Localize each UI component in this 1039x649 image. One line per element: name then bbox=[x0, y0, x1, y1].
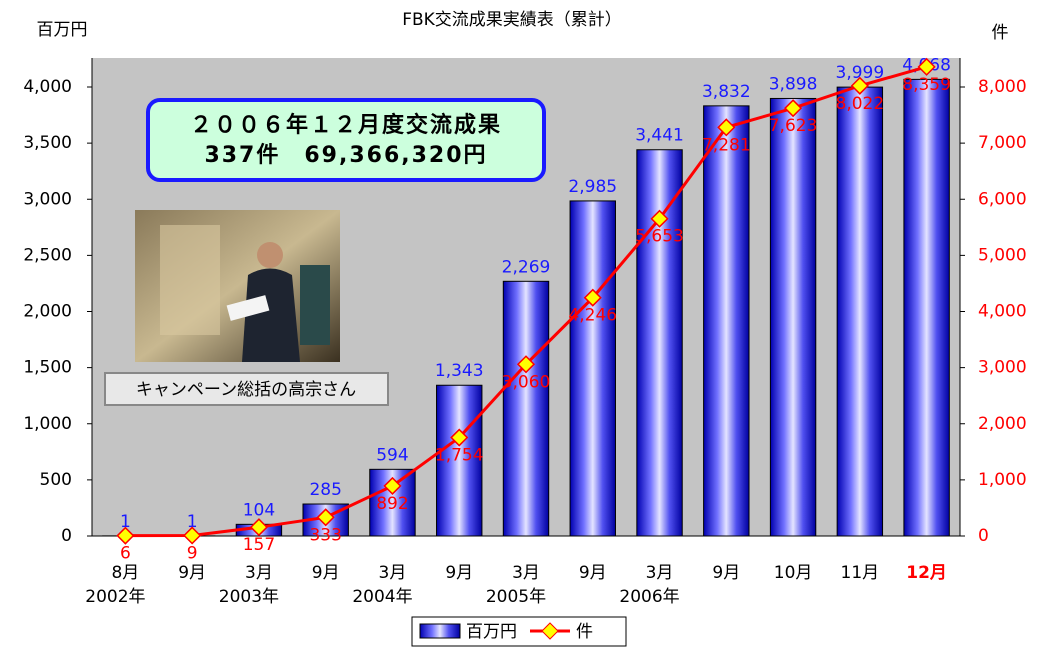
line-marker bbox=[316, 508, 335, 527]
line-value-label: 4,246 bbox=[568, 306, 617, 326]
y-tick-label: 1,500 bbox=[23, 358, 72, 378]
x-tick-label: 8月 bbox=[111, 563, 139, 583]
x-tick-label: 3月 bbox=[379, 563, 407, 583]
line-marker bbox=[383, 476, 402, 495]
line-marker bbox=[917, 57, 936, 76]
y-tick-label: 500 bbox=[40, 470, 72, 490]
x-tick-label: 2005年 bbox=[486, 587, 546, 607]
bar-value-label: 104 bbox=[243, 500, 275, 520]
bar-value-label: 3,898 bbox=[769, 74, 818, 94]
line-value-label: 6 bbox=[120, 544, 131, 564]
line-marker bbox=[450, 428, 469, 447]
line-marker bbox=[650, 209, 669, 228]
x-tick-label: 2003年 bbox=[219, 587, 279, 607]
caption: キャンペーン総括の高宗さん bbox=[136, 380, 356, 400]
y2-tick-label: 1,000 bbox=[978, 470, 1027, 490]
line-value-label: 9 bbox=[187, 543, 198, 563]
x-tick-label: 2006年 bbox=[619, 587, 679, 607]
y2-axis-label: 件 bbox=[992, 23, 1009, 43]
y2-tick-label: 0 bbox=[978, 526, 989, 546]
y2-tick-label: 4,000 bbox=[978, 302, 1027, 322]
y-tick-label: 2,000 bbox=[23, 302, 72, 322]
line-value-label: 8,022 bbox=[836, 94, 885, 114]
line-value-label: 5,653 bbox=[635, 227, 684, 247]
y2-tick-label: 3,000 bbox=[978, 358, 1027, 378]
bar bbox=[836, 86, 884, 537]
x-tick-label: 9月 bbox=[712, 563, 740, 583]
line-marker bbox=[249, 518, 268, 537]
y-tick-label: 2,500 bbox=[23, 245, 72, 265]
bar-value-label: 3,832 bbox=[702, 82, 751, 102]
x-tick-label: 10月 bbox=[774, 563, 813, 583]
line-value-label: 1,754 bbox=[435, 446, 484, 466]
bar bbox=[436, 384, 483, 537]
bar-value-label: 285 bbox=[309, 480, 341, 500]
bar-value-label: 3,999 bbox=[836, 63, 885, 83]
x-tick-label: 3月 bbox=[245, 563, 273, 583]
line-value-label: 157 bbox=[243, 535, 275, 555]
x-tick-label: 2002年 bbox=[85, 587, 145, 607]
line-marker bbox=[784, 99, 803, 118]
x-tick-label: 9月 bbox=[178, 563, 206, 583]
bar bbox=[502, 280, 550, 537]
line-value-label: 7,281 bbox=[702, 135, 751, 155]
bar-value-label: 1 bbox=[187, 512, 198, 532]
x-tick-label: 9月 bbox=[445, 563, 473, 583]
photo bbox=[135, 210, 340, 362]
line-value-label: 892 bbox=[376, 494, 408, 514]
legend-swatch bbox=[419, 623, 461, 639]
y2-tick-label: 6,000 bbox=[978, 189, 1027, 209]
bar bbox=[636, 149, 683, 537]
line-marker bbox=[850, 76, 869, 95]
bar-value-label: 1,343 bbox=[435, 361, 484, 381]
line-value-label: 333 bbox=[309, 525, 341, 545]
x-tick-label: 9月 bbox=[579, 563, 607, 583]
bar bbox=[903, 78, 950, 537]
bar-value-label: 2,269 bbox=[502, 257, 551, 277]
x-tick-label: 11月 bbox=[841, 563, 880, 583]
plot bbox=[102, 78, 950, 537]
bar-value-label: 1 bbox=[120, 512, 131, 532]
y-tick-label: 3,500 bbox=[23, 133, 72, 153]
y2-tick-label: 8,000 bbox=[978, 77, 1027, 97]
y2-tick-label: 7,000 bbox=[978, 133, 1027, 153]
x-tick-label: 2004年 bbox=[352, 587, 412, 607]
line-value-label: 7,623 bbox=[769, 116, 818, 136]
y-tick-label: 3,000 bbox=[23, 189, 72, 209]
y-tick-label: 4,000 bbox=[23, 77, 72, 97]
line-marker bbox=[183, 526, 202, 545]
y-tick-label: 0 bbox=[61, 526, 72, 546]
annotation: ２００６年１２月度交流成果 bbox=[190, 112, 502, 138]
annotation-box bbox=[146, 98, 546, 182]
annotation: 337件 69,366,320円 bbox=[204, 143, 487, 168]
caption-box bbox=[104, 372, 389, 406]
bar-value-label: 2,985 bbox=[568, 177, 617, 197]
bar bbox=[569, 200, 616, 537]
x-tick-label: 12月 bbox=[906, 563, 947, 583]
x-tick-label: 3月 bbox=[646, 563, 674, 583]
line-value-label: 3,060 bbox=[502, 372, 551, 392]
line-value-label: 8,359 bbox=[902, 75, 951, 95]
y-axis-label: 百万円 bbox=[37, 20, 88, 40]
y-tick-label: 1,000 bbox=[23, 414, 72, 434]
line-marker bbox=[717, 118, 736, 137]
bar-value-label: 594 bbox=[376, 445, 408, 465]
y2-tick-label: 2,000 bbox=[978, 414, 1027, 434]
bar bbox=[703, 105, 750, 537]
chart-title: FBK交流成果実績表（累計） bbox=[402, 10, 622, 30]
bar-value-label: 3,441 bbox=[635, 126, 684, 146]
bar bbox=[769, 97, 817, 537]
line-marker bbox=[516, 355, 536, 374]
y2-tick-label: 5,000 bbox=[978, 245, 1027, 265]
legend-label: 件 bbox=[576, 622, 593, 642]
legend-marker bbox=[541, 622, 559, 640]
line-marker bbox=[116, 526, 135, 545]
line-marker bbox=[583, 288, 602, 307]
legend-label: 百万円 bbox=[466, 622, 517, 642]
x-tick-label: 9月 bbox=[312, 563, 340, 583]
x-tick-label: 3月 bbox=[512, 563, 540, 583]
